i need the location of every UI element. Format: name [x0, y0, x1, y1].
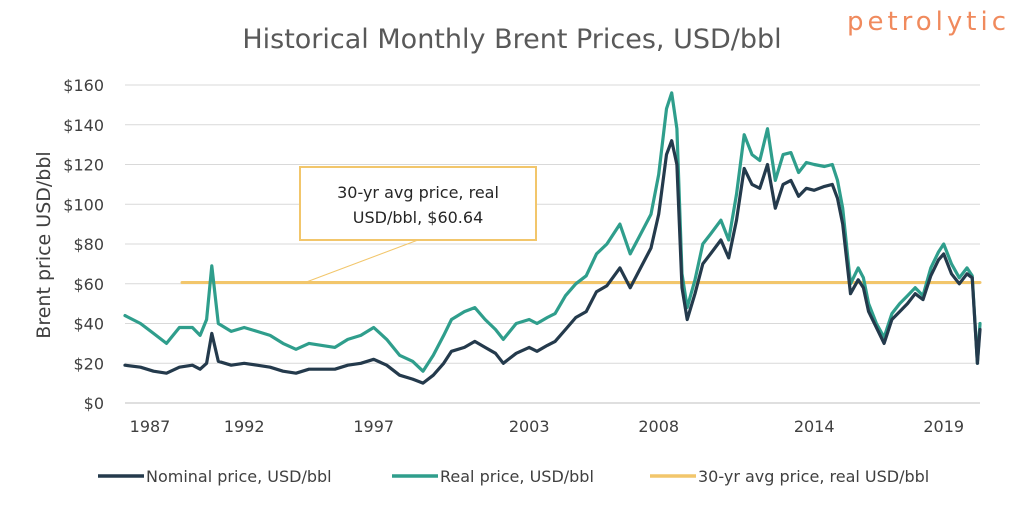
- x-tick-label: 2014: [794, 417, 835, 436]
- legend-label-nominal: Nominal price, USD/bbl: [146, 467, 332, 486]
- brand-logo: petrolytic: [847, 7, 1010, 37]
- annotation-line-1: 30-yr avg price, real: [337, 183, 499, 202]
- y-tick-label: $40: [73, 315, 104, 334]
- x-tick-label: 2008: [638, 417, 679, 436]
- y-tick-label: $120: [63, 156, 104, 175]
- y-tick-label: $20: [73, 354, 104, 373]
- y-axis-title: Brent price USD/bbl: [33, 151, 55, 338]
- x-tick-label: 2019: [923, 417, 964, 436]
- y-tick-label: $140: [63, 116, 104, 135]
- series-lines: [123, 91, 982, 385]
- x-tick-label: 2003: [509, 417, 550, 436]
- y-tick-label: $160: [63, 76, 104, 95]
- annotation-leader-line: [304, 239, 419, 283]
- y-tick-label: $80: [73, 235, 104, 254]
- annotation-line-2: USD/bbl, $60.64: [353, 208, 484, 227]
- series-line-real: [123, 91, 982, 373]
- y-tick-label: $0: [84, 394, 104, 413]
- legend-label-real: Real price, USD/bbl: [440, 467, 594, 486]
- y-tick-label: $100: [63, 195, 104, 214]
- series-line-nominal: [123, 139, 982, 385]
- x-tick-label: 1997: [353, 417, 394, 436]
- legend-label-average: 30-yr avg price, real USD/bbl: [698, 467, 929, 486]
- annotation: 30-yr avg price, real USD/bbl, $60.64: [299, 166, 537, 283]
- x-tick-label: 1987: [130, 417, 171, 436]
- x-tick-label: 1992: [224, 417, 265, 436]
- annotation-box: [299, 166, 537, 241]
- legend: Nominal price, USD/bbl Real price, USD/bb…: [98, 467, 929, 486]
- gridlines: [125, 84, 980, 404]
- chart-title: Historical Monthly Brent Prices, USD/bbl: [242, 24, 781, 55]
- x-tick-labels: 1987 1992 1997 2003 2008 2014 2019: [130, 417, 964, 436]
- y-tick-label: $60: [73, 275, 104, 294]
- y-tick-labels: $0 $20 $40 $60 $80 $100 $120 $140 $160: [63, 76, 104, 413]
